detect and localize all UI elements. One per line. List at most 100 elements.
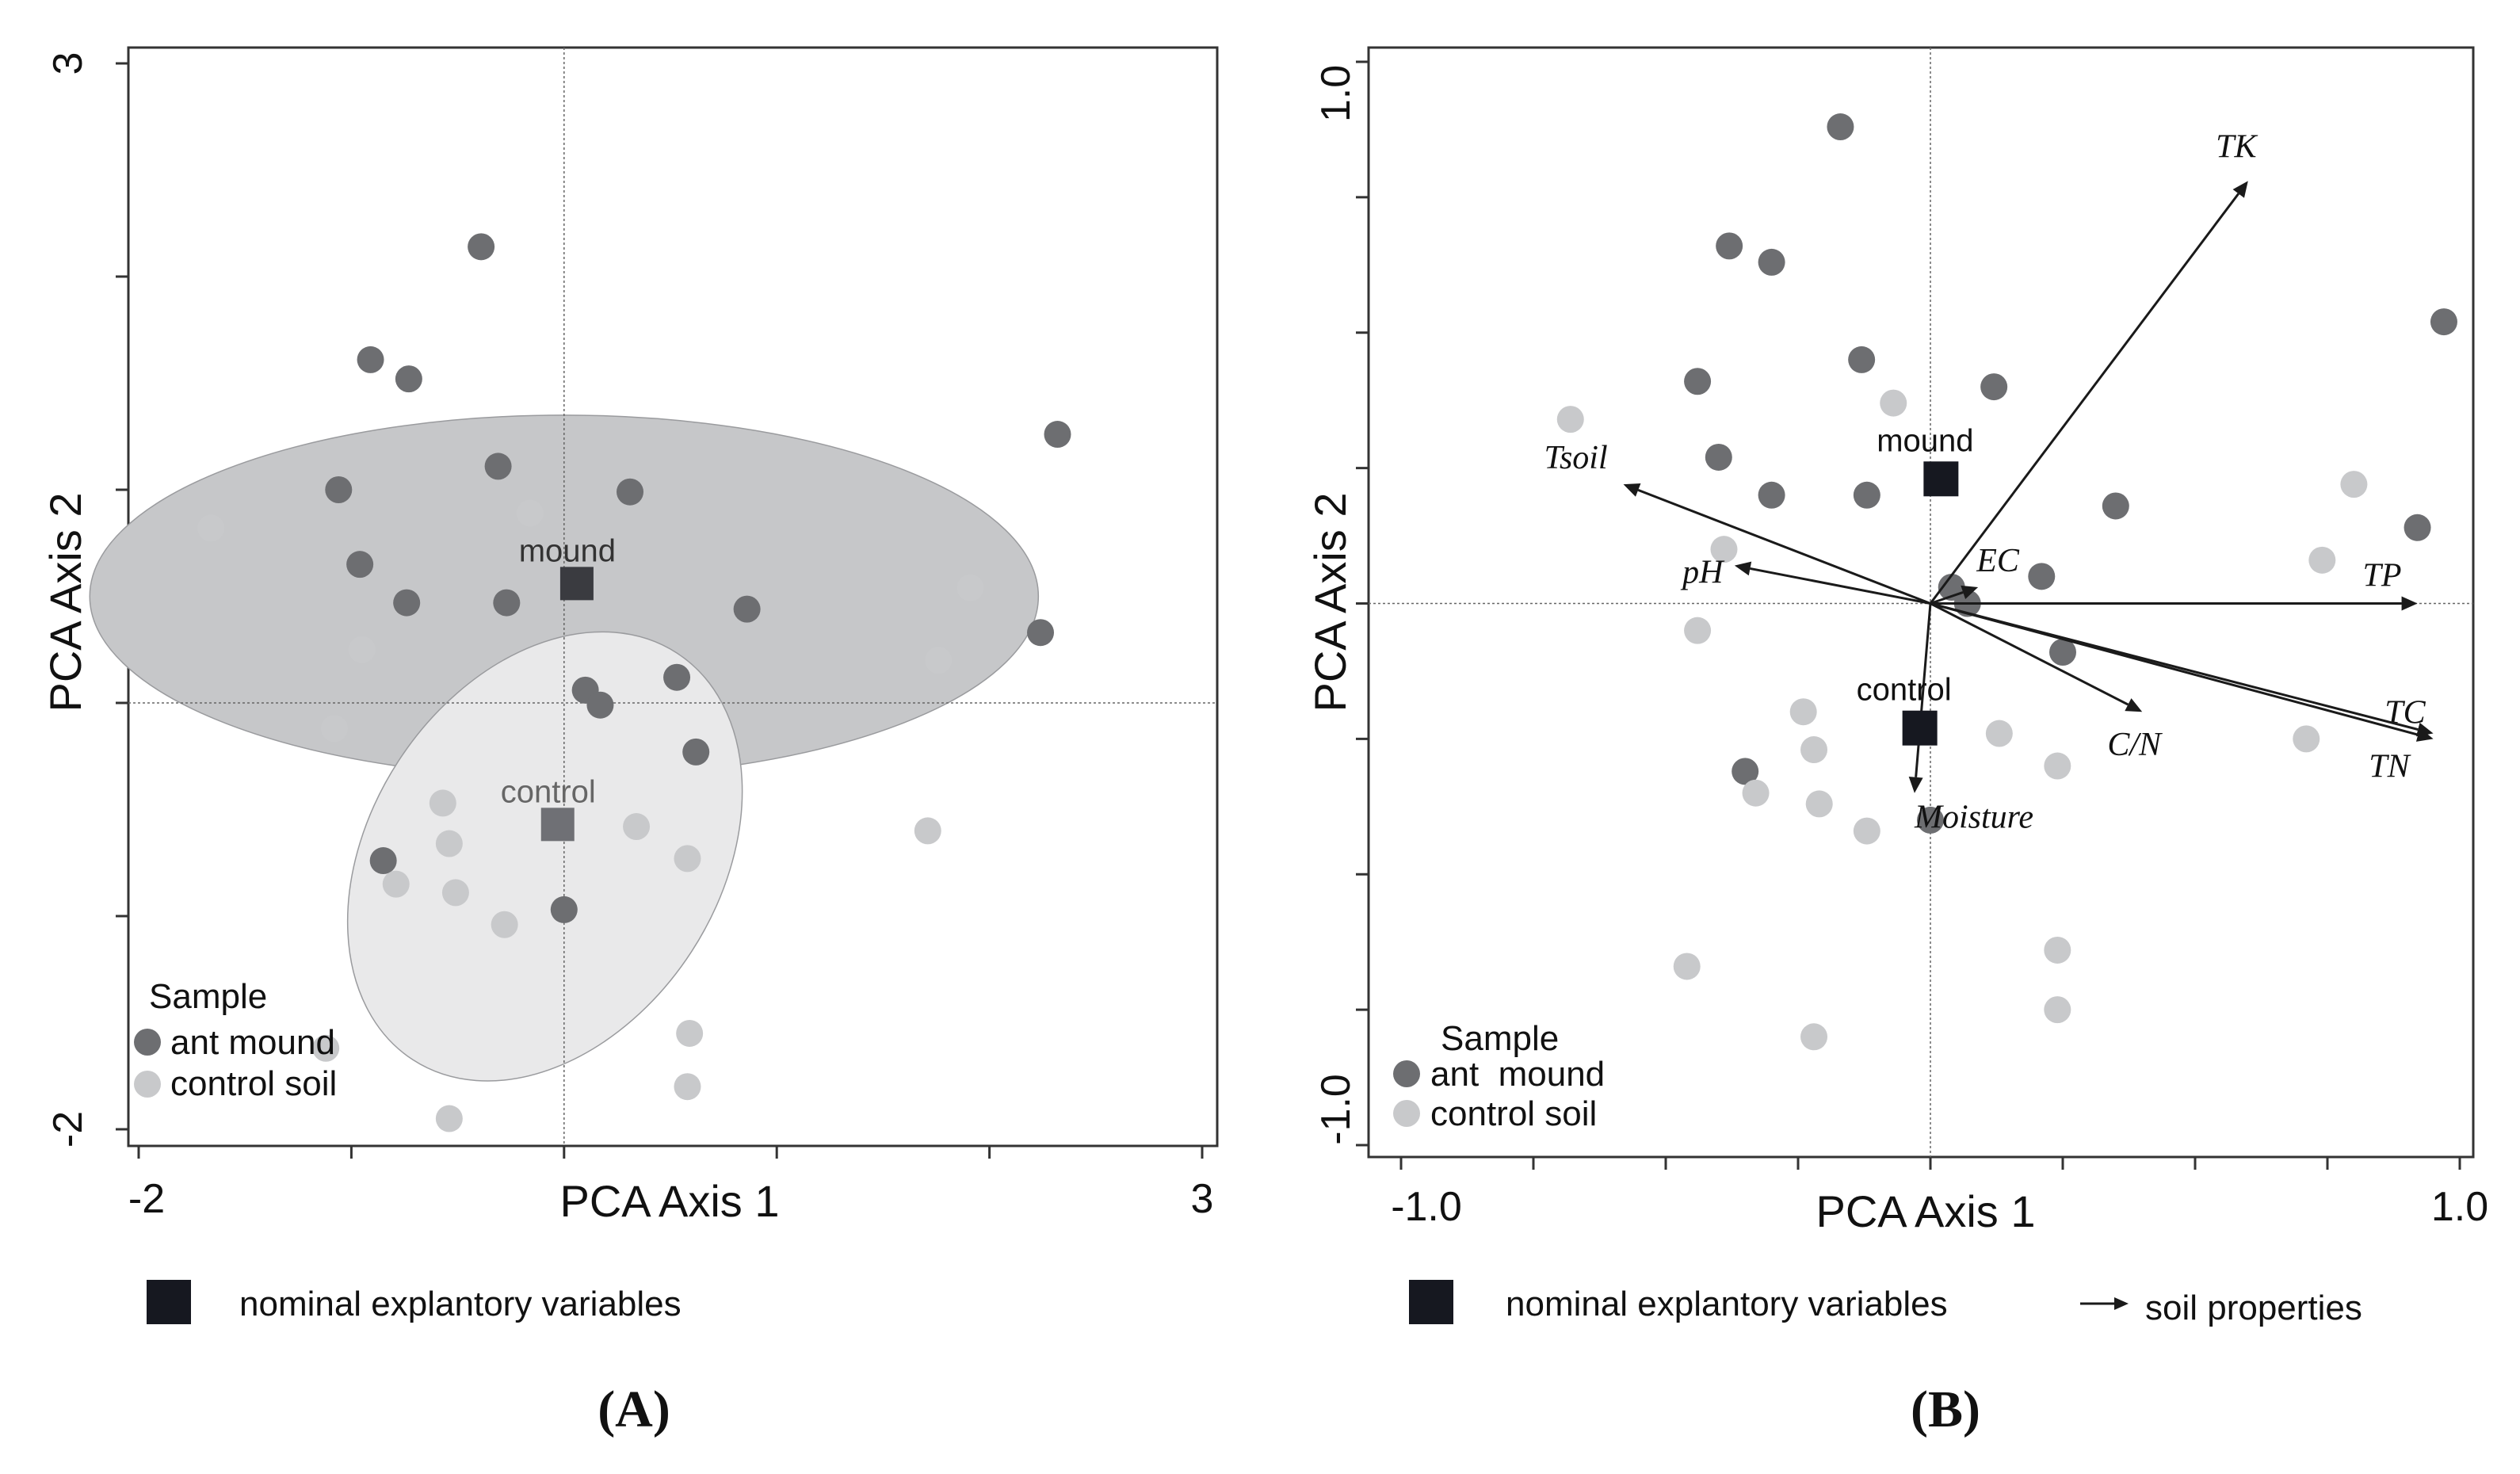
panel-b-point-control-soil — [2340, 471, 2368, 498]
panel-a-centroid-control — [540, 808, 575, 842]
panel-b-vector-tn — [1930, 602, 2419, 731]
panel-a-point-control-soil — [623, 813, 651, 841]
panel-a-point-control-soil — [516, 499, 544, 527]
panel-b-x-tick-min: -1.0 — [1391, 1184, 1462, 1230]
panel-b-point-control-soil — [1985, 720, 2013, 747]
panel-b-vector-head-c-n — [2125, 698, 2143, 712]
panel-b-vector-tk — [1929, 193, 2239, 605]
panel-a-point-control-soil — [429, 789, 456, 817]
panel-b-y-tick-min: -1.0 — [1313, 1074, 1359, 1145]
panel-b-vector-label-tk: TK — [2216, 128, 2258, 165]
panel-b-x-axis-label: PCA Axis 1 — [1816, 1186, 2035, 1236]
panel-a-point-ant-mound — [586, 691, 614, 719]
panel-b-point-ant-mound — [1758, 481, 1785, 509]
panel-a-point-control-soil — [676, 1019, 704, 1047]
panel-b-point-ant-mound — [1917, 806, 1944, 834]
panel-a-footer-square-marker — [147, 1280, 191, 1324]
panel-a-point-ant-mound — [1027, 619, 1055, 647]
panel-b-vector-head-ph — [1734, 561, 1752, 576]
panel-b-vector-label-ph: pH — [1680, 555, 1725, 591]
panel-b-points — [1556, 113, 2457, 1051]
panel-a-point-ant-mound — [395, 365, 422, 393]
panel-b-vector-head-tk — [2232, 181, 2248, 198]
panel-b-label: (B) — [1911, 1380, 1980, 1438]
panel-b-point-ant-mound — [2049, 639, 2076, 666]
panel-a-point-control-soil — [197, 514, 225, 542]
panel-a-point-ant-mound — [484, 453, 512, 480]
panel-a-point-control-soil — [320, 715, 348, 743]
panel-b-point-ant-mound — [1827, 113, 1854, 141]
panel-b-point-control-soil — [1800, 1023, 1828, 1051]
panel-b-point-control-soil — [1710, 536, 1738, 563]
panel-b-point-control-soil — [2308, 546, 2336, 574]
panel-b-legend-marker-ant-mound — [1393, 1060, 1420, 1087]
panel-b-point-control-soil — [1805, 790, 1833, 818]
panel-a-point-control-soil — [956, 574, 984, 601]
panel-a-point-ant-mound — [493, 589, 521, 617]
panel-a-footer-legend: nominal explantory variables — [147, 1280, 682, 1324]
panel-a-x-tick-max: 3 — [1191, 1176, 1214, 1222]
panel-a-point-control-soil — [674, 1073, 701, 1101]
panel-b-y-axis-label: PCA Axis 2 — [1305, 492, 1355, 712]
panel-a-point-control-soil — [925, 647, 953, 674]
panel-b-footer-label-centroid: nominal explantory variables — [1506, 1285, 1948, 1323]
panel-b-vector-tsoil — [1637, 488, 1931, 605]
panel-b-centroid-control — [1902, 710, 1938, 746]
panel-b-legend-marker-control-soil — [1393, 1100, 1420, 1127]
panel-b-point-control-soil — [2293, 725, 2320, 753]
panel-b-point-control-soil — [1853, 817, 1880, 845]
panel-a-x-axis-label: PCA Axis 1 — [559, 1176, 779, 1226]
panel-b-vector-label-tsoil: Tsoil — [1544, 440, 1607, 476]
panel-b-point-ant-mound — [1732, 758, 1759, 785]
panel-b-point-ant-mound — [1853, 481, 1880, 509]
panel-a-centroids: mound control — [501, 533, 616, 842]
panel-a-point-control-soil — [312, 1034, 340, 1062]
panel-a-point-control-soil — [348, 636, 376, 663]
panel-a-point-ant-mound — [325, 476, 353, 503]
panel-a-legend: Sample ant mound control soil — [134, 977, 337, 1103]
panel-a-point-ant-mound — [1044, 421, 1071, 449]
panel-b-vector-head-tn — [2415, 722, 2434, 737]
panel-b-point-ant-mound — [2430, 308, 2457, 336]
panel-b-footer-square-marker — [1409, 1280, 1453, 1324]
panel-a-point-ant-mound — [550, 895, 578, 923]
panel-b-point-ant-mound — [2404, 514, 2431, 541]
panel-b-vector-label-c-n: C/N — [2107, 727, 2163, 763]
panel-b-legend-title: Sample — [1441, 1019, 1559, 1058]
panel-a-y-tick-min: -2 — [45, 1111, 91, 1148]
panel-b-vector-head-tsoil — [1623, 483, 1641, 497]
panel-b-point-ant-mound — [1716, 232, 1743, 260]
panel-b-vector-ec — [1930, 591, 1964, 605]
panel-b-point-ant-mound — [2102, 492, 2129, 520]
panel-b-centroid-mound — [1923, 461, 1959, 497]
panel-a-point-control-soil — [914, 817, 941, 845]
panel-b-legend-control-soil: control soil — [1430, 1094, 1597, 1133]
panel-b-footer-legend: nominal explantory variables soil proper… — [1409, 1280, 2362, 1327]
panel-a-x-tick-min: -2 — [128, 1176, 165, 1222]
panel-b-vector-moisture — [1915, 603, 1932, 777]
panel-b-point-ant-mound — [1684, 368, 1712, 395]
panel-b-point-control-soil — [2044, 936, 2071, 964]
panel-b-point-control-soil — [1673, 953, 1701, 980]
panel-b-point-ant-mound — [1848, 346, 1876, 373]
panel-a-ticks — [116, 62, 1204, 1159]
panel-b-centroid-label-mound: mound — [1877, 423, 1973, 458]
panel-a-point-control-soil — [382, 870, 410, 898]
panel-a-ellipse-control — [346, 631, 743, 1082]
panel-a-point-control-soil — [491, 911, 518, 938]
panel-a-point-control-soil — [674, 845, 701, 873]
panel-b-point-ant-mound — [1705, 443, 1732, 471]
panel-b-legend-ant-mound: ant mound — [1430, 1055, 1605, 1094]
panel-b-centroids: mound control — [1857, 423, 1974, 746]
panel-b-footer-arrow-head — [2114, 1297, 2129, 1310]
panel-b-point-control-soil — [1684, 617, 1712, 644]
panel-a-label: (A) — [598, 1380, 670, 1438]
panel-a-legend-title: Sample — [149, 977, 267, 1016]
panel-b-point-control-soil — [1556, 406, 1584, 433]
panel-a-point-ant-mound — [393, 589, 421, 617]
panel-a-point-control-soil — [441, 879, 469, 907]
panel-b-footer-label-arrow: soil properties — [2145, 1289, 2362, 1327]
panel-b-vector-label-moisture: Moisture — [1914, 800, 2033, 836]
